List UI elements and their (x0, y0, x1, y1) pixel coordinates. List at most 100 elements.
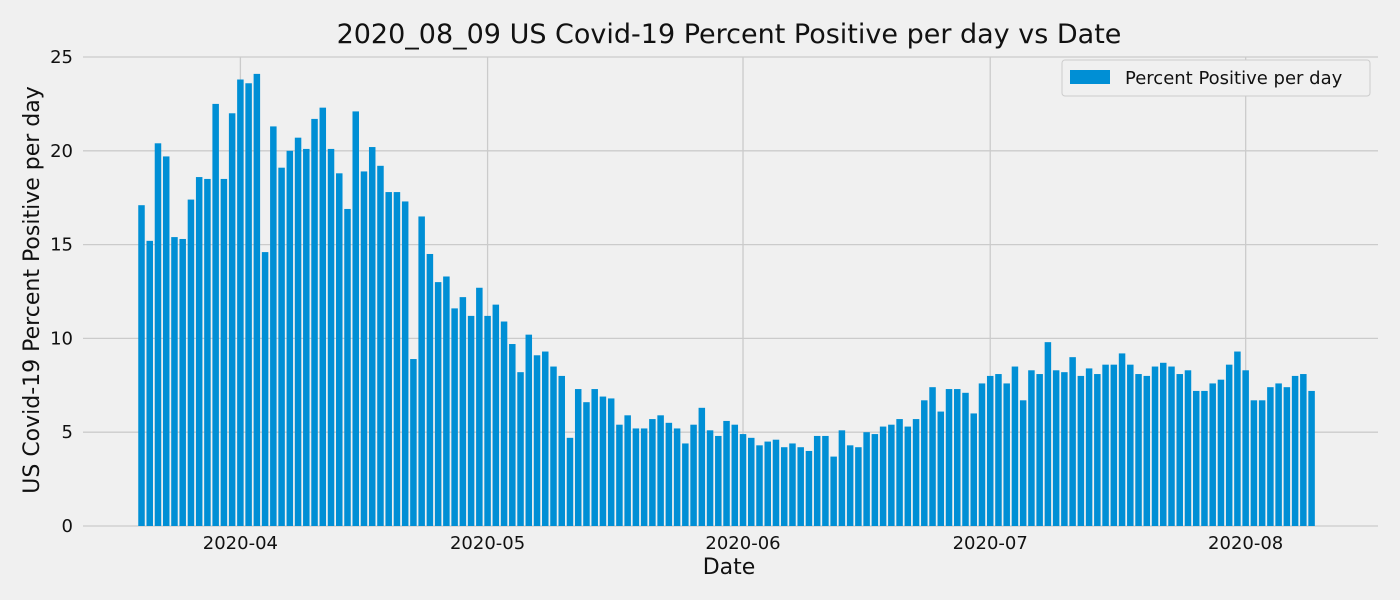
bar (731, 424, 739, 526)
bar (789, 443, 796, 526)
bar (673, 428, 681, 526)
bar (311, 118, 318, 527)
bar (294, 137, 302, 526)
y-tick-label: 10 (50, 328, 73, 349)
bar (1234, 351, 1241, 526)
bar (434, 282, 442, 526)
x-tick-label: 2020-08 (1208, 533, 1283, 554)
bar (270, 126, 277, 527)
bar (1069, 357, 1076, 526)
bar (319, 107, 327, 526)
bar (303, 148, 310, 526)
bar (912, 419, 920, 526)
bar (723, 420, 730, 526)
bar (352, 111, 359, 527)
x-tick-label: 2020-05 (450, 533, 525, 554)
x-axis-label: Date (703, 555, 756, 580)
bar (278, 167, 285, 526)
bar (863, 432, 870, 526)
bar (1028, 370, 1035, 526)
bar (187, 199, 195, 527)
bars (138, 73, 1315, 527)
bar (1036, 374, 1043, 526)
bar (830, 456, 837, 526)
bar (607, 398, 615, 526)
legend: Percent Positive per day (1061, 59, 1371, 97)
bar (368, 147, 376, 526)
bar (237, 79, 244, 527)
bar (1127, 364, 1134, 526)
bar (632, 428, 640, 526)
bar (542, 351, 549, 526)
bar (212, 103, 219, 527)
x-tick-label: 2020-04 (203, 533, 278, 554)
bar (1160, 362, 1167, 526)
bar (970, 413, 977, 526)
bar (377, 165, 384, 527)
bar (805, 450, 813, 526)
bar (978, 383, 986, 526)
bar (624, 415, 631, 526)
bar (1118, 353, 1126, 526)
bar (1094, 374, 1101, 526)
bar (739, 434, 747, 526)
bar (566, 437, 574, 526)
bar (1102, 364, 1109, 526)
legend-label: Percent Positive per day (1125, 68, 1343, 89)
bar (715, 435, 722, 526)
bar (1201, 390, 1208, 526)
bar (1011, 366, 1019, 526)
y-tick-label: 0 (62, 516, 73, 537)
y-tick-label: 5 (62, 422, 73, 443)
bar (822, 435, 829, 526)
bar (929, 387, 936, 526)
bar (1110, 364, 1118, 526)
bar (550, 366, 557, 526)
bar (888, 424, 895, 526)
bar (706, 430, 714, 526)
bar (1258, 400, 1266, 526)
x-axis-ticks: 2020-04 2020-05 2020-06 2020-07 2020-08 (203, 533, 1283, 554)
bar (1052, 370, 1060, 526)
bar (261, 252, 269, 526)
bar (764, 441, 771, 526)
bar (813, 435, 821, 526)
bar (1225, 364, 1233, 526)
legend-swatch (1070, 70, 1110, 84)
bar (698, 407, 706, 526)
bar (574, 389, 582, 526)
bar (797, 447, 804, 526)
bar (748, 437, 755, 526)
y-tick-label: 25 (50, 47, 73, 68)
bar (492, 304, 500, 526)
bar (1250, 400, 1258, 526)
x-tick-label: 2020-06 (705, 533, 780, 554)
bar (418, 216, 425, 526)
bar (772, 439, 780, 526)
bar (517, 372, 524, 526)
bar (1275, 383, 1282, 526)
bar (410, 359, 417, 526)
bar (459, 297, 467, 526)
bar (649, 419, 656, 526)
bar (1151, 366, 1159, 526)
bar (195, 177, 203, 526)
bar (138, 205, 145, 527)
bar (1077, 375, 1085, 526)
bar (476, 287, 483, 526)
bar (286, 150, 294, 527)
bar (509, 344, 516, 526)
bar (855, 447, 862, 526)
bar (344, 208, 351, 526)
bar (1209, 383, 1216, 526)
bar (1019, 400, 1027, 526)
bar (484, 315, 491, 526)
bar (171, 237, 178, 526)
bar (393, 192, 401, 526)
bar (360, 171, 368, 526)
bar (780, 447, 788, 526)
bar (995, 374, 1002, 526)
y-tick-label: 15 (50, 235, 73, 256)
bar (1192, 390, 1200, 526)
bar (657, 415, 664, 526)
